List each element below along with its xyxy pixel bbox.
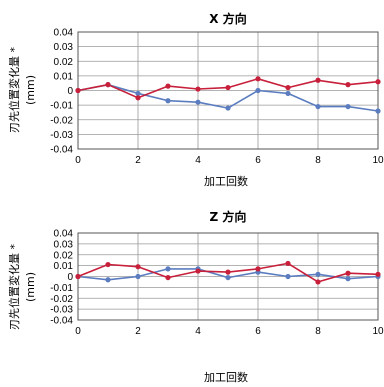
chart-z-direction: Z 方向 加工回数 刃先位置変化量 * (mm) 0.040.030.020.0… xyxy=(7,209,384,384)
y-tick-label: -0.03 xyxy=(50,130,73,141)
chart-title-x: X 方向 xyxy=(209,11,246,26)
y-tick-label: 0.04 xyxy=(54,229,74,240)
data-point-blue xyxy=(105,277,111,283)
data-point-red xyxy=(75,273,81,280)
data-point-red xyxy=(345,270,351,276)
chart-title-z: Z 方向 xyxy=(210,209,247,224)
data-point-red xyxy=(255,266,261,272)
y-tick-label: 0 xyxy=(67,272,73,283)
data-point-red xyxy=(165,83,171,89)
data-point-red xyxy=(375,79,381,85)
data-point-blue xyxy=(255,87,261,94)
x-tick-label: 10 xyxy=(372,326,384,337)
data-point-blue xyxy=(375,108,381,114)
y-tick-label: -0.02 xyxy=(50,294,73,305)
data-point-red xyxy=(255,76,261,82)
x-tick-label: 8 xyxy=(315,155,321,166)
y-axis-unit-x: (mm) xyxy=(24,75,37,105)
data-point-blue xyxy=(285,90,291,97)
data-point-blue xyxy=(315,103,321,110)
y-tick-label: 0.01 xyxy=(54,261,74,272)
x-tick-label: 6 xyxy=(255,326,261,337)
data-point-blue xyxy=(315,271,321,277)
data-point-blue xyxy=(135,90,141,97)
y-tick-label: -0.01 xyxy=(50,101,73,112)
x-tick-label: 6 xyxy=(255,155,261,166)
data-point-blue xyxy=(345,103,351,110)
y-tick-label: 0.01 xyxy=(54,71,74,82)
data-point-blue xyxy=(285,273,291,280)
x-tick-label: 10 xyxy=(372,155,384,166)
data-point-red xyxy=(75,87,81,94)
y-tick-label: -0.02 xyxy=(50,115,73,126)
data-point-red xyxy=(135,95,141,101)
x-tick-label: 0 xyxy=(75,155,81,166)
y-tick-label: 0.04 xyxy=(54,28,74,39)
y-tick-label: -0.03 xyxy=(50,305,73,316)
x-axis-label-z: 加工回数 xyxy=(204,371,248,384)
y-tick-label: 0.03 xyxy=(54,42,74,53)
data-point-red xyxy=(135,264,141,270)
data-point-blue xyxy=(225,274,231,281)
data-point-blue xyxy=(345,276,351,282)
y-axis-label-x: 刃先位置変化量 * xyxy=(7,47,21,133)
data-point-blue xyxy=(135,273,141,280)
data-point-blue xyxy=(165,266,171,272)
data-point-red xyxy=(195,86,201,92)
x-tick-label: 2 xyxy=(135,155,141,166)
x-tick-label: 8 xyxy=(315,326,321,337)
chart-x-direction: X 方向 加工回数 刃先位置変化量 * (mm) 0.04 0.03 0.02 0.0… xyxy=(7,11,384,188)
x-tick-label: 4 xyxy=(195,326,201,337)
data-point-red xyxy=(195,268,201,274)
x-tick-label: 2 xyxy=(135,326,141,337)
plot-area-z: 0.040.030.020.010-0.01-0.02-0.03-0.040 2 4… xyxy=(50,229,384,338)
x-tick-label: 0 xyxy=(75,326,81,337)
data-point-blue xyxy=(165,98,171,104)
y-tick-label: 0.02 xyxy=(54,57,74,68)
data-point-red xyxy=(225,269,231,275)
data-point-red xyxy=(315,279,321,285)
y-tick-label: -0.04 xyxy=(50,316,73,327)
data-point-blue xyxy=(225,105,231,111)
data-point-red xyxy=(165,274,171,281)
y-tick-label: -0.01 xyxy=(50,283,73,294)
y-tick-label: 0.02 xyxy=(54,250,74,261)
data-point-red xyxy=(225,84,231,91)
data-point-red xyxy=(375,271,381,277)
y-axis-label-z: 刃先位置変化量 * xyxy=(7,244,21,330)
data-point-red xyxy=(315,77,321,83)
data-point-red xyxy=(105,261,111,268)
data-point-red xyxy=(345,82,351,88)
data-point-red xyxy=(285,84,291,91)
y-tick-label: -0.04 xyxy=(50,145,73,156)
plot-area-x: 0.040.030.020.010-0.01-0.02-0.03-0.040 2 4… xyxy=(50,28,384,167)
data-point-red xyxy=(285,260,291,267)
y-axis-unit-z: (mm) xyxy=(24,272,37,302)
data-point-red xyxy=(105,82,111,88)
y-tick-label: 0.03 xyxy=(54,239,74,250)
data-point-blue xyxy=(195,99,201,105)
x-axis-label-x: 加工回数 xyxy=(204,175,248,188)
y-tick-label: 0 xyxy=(67,86,73,97)
x-tick-label: 4 xyxy=(195,155,201,166)
